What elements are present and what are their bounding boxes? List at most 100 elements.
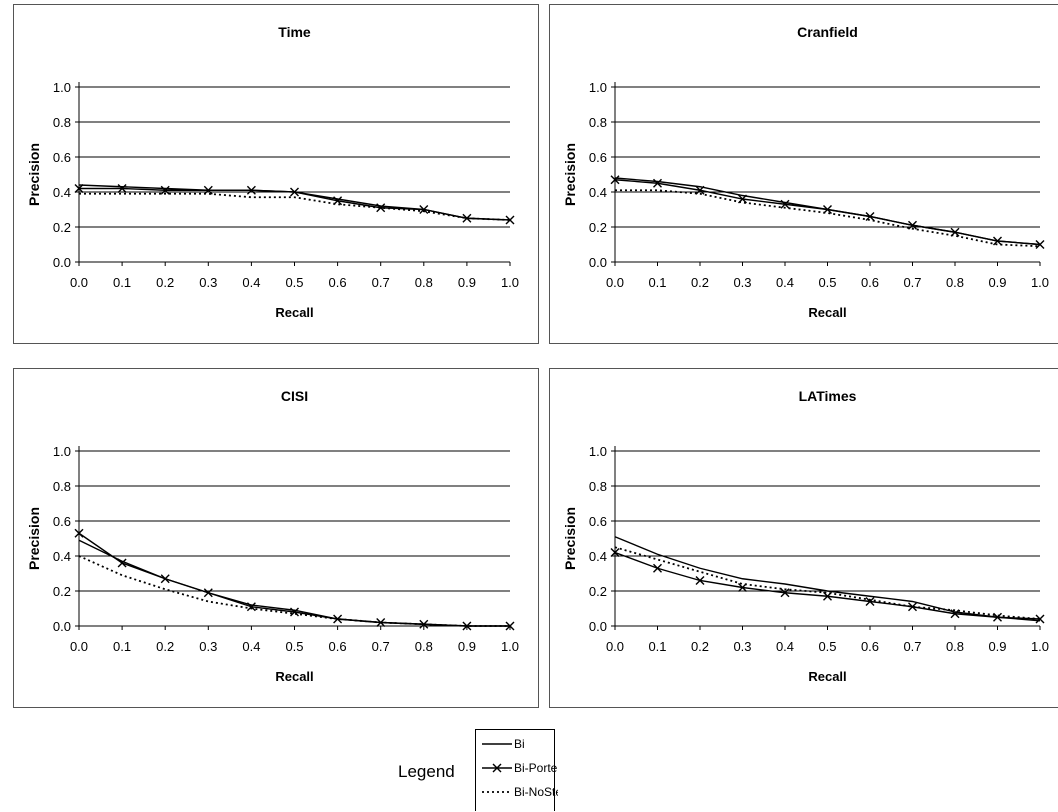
data-point-marker <box>246 602 256 612</box>
data-point-marker <box>865 597 875 606</box>
x-tick-label: 0.7 <box>903 275 921 290</box>
x-tick-label: 0.3 <box>733 639 751 654</box>
x-tick-label: 0.2 <box>691 639 709 654</box>
cross-stroke <box>865 597 875 606</box>
cross-stroke <box>160 185 170 195</box>
data-point-marker <box>290 187 299 197</box>
x-axis-label: Recall <box>808 305 846 320</box>
chart-title: CISI <box>281 388 308 404</box>
series-line-bi <box>78 184 511 221</box>
data-point-marker <box>290 607 299 617</box>
y-tick-label: 1.0 <box>589 444 607 459</box>
chart-title: LATimes <box>799 388 857 404</box>
x-tick-label: 0.9 <box>988 275 1006 290</box>
x-tick-label: 0.6 <box>861 639 879 654</box>
y-tick-label: 0.4 <box>53 549 71 564</box>
x-axis-label: Recall <box>275 669 313 684</box>
x-tick-label: 0.0 <box>70 275 88 290</box>
x-tick-label: 0.6 <box>329 275 347 290</box>
chart-panel-latimes: LATimes 0.0 0.2 0.4 0.6 0.8 1.0 0.0 0.1 0.2 0.3 0.4… <box>549 368 1058 708</box>
cross-stroke <box>993 236 1002 246</box>
legend-box: Bi Bi-Porter Bi-NoStem <box>475 729 558 811</box>
cross-stroke <box>610 175 620 185</box>
y-axis-label: Precision <box>562 143 578 206</box>
chart-svg-0: Time 0.0 0.2 0.4 0.6 0.8 1.0 0.0 0.1 0.2 0.3 0.4 0.5… <box>26 24 519 320</box>
x-tick-label: 0.2 <box>691 275 709 290</box>
cross-stroke <box>865 212 875 221</box>
cross-stroke <box>695 185 705 195</box>
data-point-marker <box>695 576 705 585</box>
x-tick-label: 0.5 <box>818 275 836 290</box>
data-point-marker <box>117 558 127 568</box>
series-line-bi-porter <box>79 187 511 221</box>
cross-stroke <box>780 199 790 209</box>
x-tick-label: 0.6 <box>329 639 347 654</box>
x-tick-label: 0.7 <box>903 639 921 654</box>
cross-stroke <box>653 178 662 188</box>
y-tick-label: 0.8 <box>53 479 71 494</box>
series-line-bi-nostem <box>79 192 511 221</box>
chart-svg-2: CISI 0.0 0.2 0.4 0.6 0.8 1.0 0.0 0.1 0.2 0.3 0.4 0.5… <box>26 388 519 684</box>
cross-stroke <box>74 528 84 538</box>
x-tick-label: 1.0 <box>501 639 519 654</box>
cross-stroke <box>246 185 256 195</box>
data-point-marker <box>695 185 705 195</box>
cross-stroke <box>203 588 213 598</box>
x-tick-label: 0.7 <box>372 275 390 290</box>
data-point-marker <box>203 588 213 598</box>
x-tick-label: 0.4 <box>242 639 260 654</box>
chart-title: Cranfield <box>797 24 858 40</box>
x-tick-label: 0.5 <box>285 639 303 654</box>
legend-svg: Bi Bi-Porter Bi-NoStem <box>482 737 558 799</box>
legend-entry-label: Bi <box>514 737 525 751</box>
x-tick-label: 0.3 <box>199 275 217 290</box>
data-point-marker <box>160 574 170 584</box>
series-line-bi-nostem <box>614 546 1041 620</box>
series-line-bi-nostem <box>615 189 1041 248</box>
x-tick-label: 0.5 <box>818 639 836 654</box>
x-tick-label: 0.8 <box>946 275 964 290</box>
legend-label: Legend <box>398 762 455 781</box>
chart-panel-cranfield: Cranfield 0.0 0.2 0.4 0.6 0.8 1.0 0.0 0.1 0.2 0.3 0… <box>549 4 1058 344</box>
y-axis-label: Precision <box>26 507 42 570</box>
cross-stroke <box>333 614 343 624</box>
x-tick-label: 0.8 <box>415 639 433 654</box>
cross-stroke <box>419 205 429 214</box>
data-point-marker <box>462 621 472 631</box>
y-tick-label: 0.8 <box>53 115 71 130</box>
y-tick-label: 0.2 <box>589 220 607 235</box>
data-point-marker <box>160 185 170 195</box>
cross-stroke <box>610 548 620 557</box>
y-tick-label: 0.2 <box>53 220 71 235</box>
x-tick-label: 0.1 <box>648 639 666 654</box>
x-tick-label: 0.1 <box>648 275 666 290</box>
cross-stroke <box>993 612 1002 622</box>
x-axis-label: Recall <box>808 669 846 684</box>
y-tick-label: 0.8 <box>589 479 607 494</box>
cross-stroke <box>908 602 917 612</box>
data-point-marker <box>74 184 84 193</box>
cross-stroke <box>290 607 299 617</box>
x-tick-label: 0.0 <box>606 639 624 654</box>
y-tick-label: 1.0 <box>53 80 71 95</box>
x-tick-label: 1.0 <box>1031 275 1049 290</box>
x-tick-label: 0.2 <box>156 275 174 290</box>
cross-stroke <box>419 619 429 629</box>
cross-stroke <box>74 184 84 193</box>
series-line-bi-porter <box>614 551 1041 620</box>
x-axis-label: Recall <box>275 305 313 320</box>
legend-cross <box>492 763 502 773</box>
data-point-marker <box>117 184 127 193</box>
data-point-marker <box>610 175 620 185</box>
y-tick-label: 0.6 <box>589 514 607 529</box>
x-tick-label: 1.0 <box>1031 639 1049 654</box>
y-tick-label: 1.0 <box>53 444 71 459</box>
cross-stroke <box>505 215 515 225</box>
x-tick-label: 1.0 <box>501 275 519 290</box>
y-tick-label: 0.6 <box>53 150 71 165</box>
y-tick-label: 0.0 <box>53 619 71 634</box>
data-point-marker <box>908 602 917 612</box>
cross-stroke <box>117 184 127 193</box>
series-line-bi-porter <box>614 179 1041 246</box>
chart-panel-time: Time 0.0 0.2 0.4 0.6 0.8 1.0 0.0 0.1 0.2 0.3 0.4 0.5… <box>13 4 539 344</box>
